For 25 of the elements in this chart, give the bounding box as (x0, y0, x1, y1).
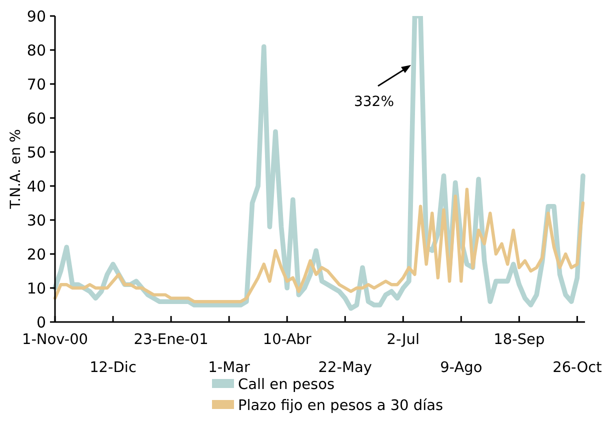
line-series (53, 188, 585, 304)
annotation: 332% (354, 94, 394, 110)
x-tick-label: 18-Sep (494, 332, 545, 348)
x-tick-label: 10-Abr (262, 332, 312, 348)
y-tick-label: 80 (26, 41, 46, 60)
y-tick-label: 60 (26, 109, 46, 128)
y-tick-label: 20 (26, 245, 46, 264)
x-tick-label: 1-Mar (208, 360, 250, 376)
x-tick-label: 9-Ago (440, 360, 482, 376)
y-tick-label: 0 (36, 313, 46, 332)
y-tick-label: 70 (26, 75, 46, 94)
x-tick-label: 22-May (318, 360, 372, 376)
x-tick-label: 2-Jul (386, 332, 420, 348)
y-tick-label: 90 (26, 7, 46, 26)
x-tick-label: 12-Dic (90, 360, 136, 376)
x-tick-label: 23-Ene-01 (134, 332, 208, 348)
y-axis-title: T.N.A. en % (8, 129, 24, 210)
legend-label: Plazo fijo en pesos a 30 días (238, 398, 444, 414)
y-tick-label: 10 (26, 279, 46, 298)
x-tick-label: 1-Nov-00 (22, 332, 88, 348)
y-tick-label: 30 (26, 211, 46, 230)
y-tick-label: 50 (26, 143, 46, 162)
x-tick-label: 26-Oct (552, 360, 602, 376)
legend-label: Call en pesos (238, 377, 335, 394)
y-tick-label: 40 (26, 177, 46, 196)
